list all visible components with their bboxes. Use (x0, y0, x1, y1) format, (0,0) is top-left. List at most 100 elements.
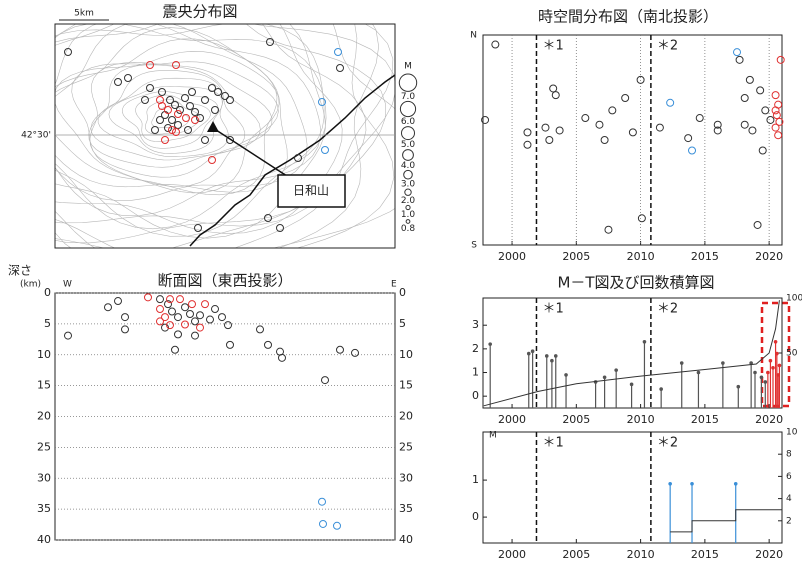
epicenter (688, 146, 697, 155)
legend-size (405, 219, 411, 224)
y-tick-label-right: 0 (399, 286, 406, 299)
epicenter (156, 116, 164, 124)
epicenter (114, 297, 122, 306)
epicenter (276, 224, 284, 232)
y-tick-label: 0 (472, 389, 479, 402)
epicenter (756, 86, 765, 95)
epicenter (771, 91, 780, 100)
magnitude-head (550, 358, 554, 363)
epicenter (491, 40, 500, 49)
coastline (189, 74, 396, 247)
epicenter (214, 88, 222, 96)
magnitude-head (773, 339, 778, 344)
magnitude-head (736, 384, 741, 389)
epicenter (161, 136, 169, 144)
epicenter (201, 300, 209, 309)
legend-label: 2.0 (401, 196, 416, 206)
epicenter (684, 134, 693, 143)
contour (55, 24, 395, 248)
epicenter (172, 128, 180, 136)
epicenter (174, 110, 182, 118)
y-tick-label: 0 (472, 510, 479, 523)
y-tick-label-right: 30 (399, 471, 413, 484)
magnitude-head (768, 358, 773, 363)
legend-label: 6.0 (401, 117, 416, 127)
epicenter (141, 96, 149, 104)
contour (88, 64, 261, 168)
panel-title: 震央分布図 (162, 3, 237, 21)
epicenter (581, 114, 590, 123)
contour (55, 50, 280, 194)
magnitude-head (775, 351, 779, 356)
epicenter (224, 321, 232, 330)
y-tick-label: 1 (472, 473, 479, 486)
epicenter (166, 96, 174, 104)
epicenter (541, 123, 550, 132)
epicenter (713, 126, 722, 135)
magnitude-head (488, 342, 492, 346)
legend-size (404, 188, 412, 196)
legend-size (398, 73, 418, 92)
y2-tick-label: 8 (786, 450, 792, 460)
north-label: N (470, 31, 477, 41)
epicenter (201, 96, 209, 104)
y-tick-label-right: 35 (399, 502, 413, 515)
magnitude-head (759, 375, 764, 380)
epicenter (523, 140, 532, 149)
contour (55, 24, 394, 248)
y-tick-label-right: 40 (399, 533, 413, 546)
magnitude-head (526, 351, 531, 356)
epicenter (124, 74, 132, 82)
contour (55, 27, 288, 193)
y-tick-label: 20 (37, 410, 51, 423)
west-label: W (63, 280, 72, 290)
epicenter (595, 120, 604, 129)
epicenter (196, 114, 204, 122)
epicenter (621, 94, 630, 102)
epicenter (191, 331, 199, 340)
epicenter (211, 305, 219, 314)
cumulative-line (483, 300, 780, 407)
y-tick-label: 30 (37, 471, 51, 484)
contour (55, 24, 395, 248)
contour (55, 24, 380, 248)
x-tick-label: 2010 (627, 250, 655, 263)
epicenter (176, 295, 184, 304)
epicenter (666, 98, 675, 107)
magnitude-head (614, 368, 618, 372)
epicenter (174, 313, 182, 322)
epicenter (600, 136, 609, 144)
epicenter (766, 115, 775, 124)
east-label: E (391, 280, 397, 290)
epicenter (266, 38, 274, 46)
y-tick-label: 0 (44, 286, 51, 299)
legend-label: 3.0 (401, 180, 416, 190)
epicenter (319, 519, 327, 528)
x-tick-label: 2000 (498, 250, 526, 263)
contour (71, 61, 279, 187)
magnitude-head (668, 482, 672, 486)
epicenter (201, 136, 209, 144)
x-tick-label: 2015 (691, 413, 719, 426)
y-tick-label: 5 (44, 317, 51, 330)
epicenter (551, 91, 560, 100)
epicenter (294, 154, 302, 162)
epicenter (174, 330, 182, 339)
x-tick-label: 2000 (498, 413, 526, 426)
legend-label: 1.0 (401, 210, 416, 220)
epicenter (181, 320, 189, 329)
volcano-marker (207, 121, 219, 132)
y-tick-label: 3 (472, 318, 479, 331)
epicenter (171, 101, 179, 109)
y2-tick-label: 2 (786, 516, 792, 526)
epicenter (608, 106, 617, 115)
epicenter (604, 225, 613, 234)
epicenter (549, 84, 558, 93)
annotation-label: ＊2 (657, 302, 678, 317)
y-tick-label-right: 20 (399, 410, 413, 423)
contour (55, 24, 308, 201)
cumulative-line (670, 509, 782, 533)
contour (144, 99, 201, 135)
contour (55, 24, 367, 227)
epicenter (146, 61, 154, 69)
